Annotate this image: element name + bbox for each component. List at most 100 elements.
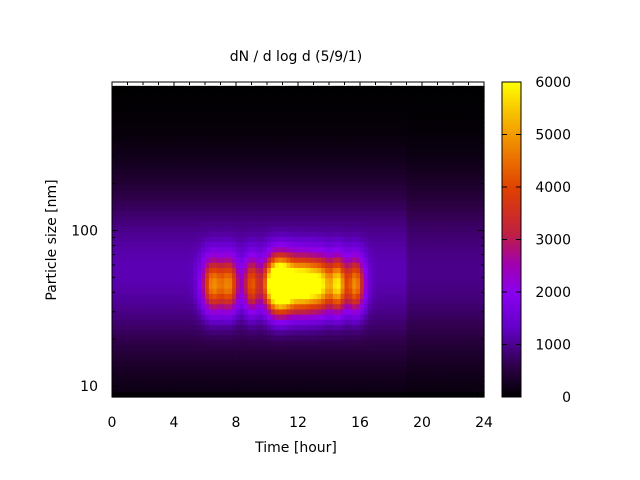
heatmap-cell — [251, 360, 256, 367]
heatmap-cell — [115, 267, 121, 274]
heatmap-cell — [360, 205, 365, 211]
heatmap-cell — [418, 199, 423, 206]
heatmap-cell — [336, 189, 342, 196]
heatmap-cell — [212, 386, 218, 393]
heatmap-cell — [317, 308, 322, 315]
heatmap-cell — [340, 381, 346, 388]
heatmap-cell — [177, 158, 183, 165]
heatmap-cell — [228, 241, 233, 248]
heatmap-cell — [274, 210, 280, 217]
heatmap-cell — [352, 241, 357, 248]
heatmap-cell — [317, 111, 322, 118]
heatmap-cell — [286, 142, 291, 149]
heatmap-cell — [224, 246, 229, 253]
heatmap-cell — [325, 225, 330, 232]
heatmap-cell — [336, 101, 342, 108]
heatmap-cell — [332, 381, 338, 388]
heatmap-cell — [185, 168, 191, 175]
heatmap-cell — [274, 205, 280, 211]
heatmap-cell — [127, 199, 132, 206]
heatmap-cell — [185, 137, 191, 144]
heatmap-cell — [391, 168, 396, 175]
heatmap-cell — [139, 262, 144, 268]
heatmap-cell — [135, 85, 140, 92]
heatmap-cell — [251, 122, 256, 128]
heatmap-cell — [270, 308, 276, 315]
heatmap-cell — [317, 376, 322, 383]
heatmap-cell — [313, 324, 318, 331]
heatmap-cell — [208, 386, 214, 393]
heatmap-cell — [267, 210, 272, 217]
heatmap-cell — [131, 205, 136, 211]
heatmap-cell — [185, 345, 191, 351]
heatmap-cell — [177, 277, 183, 284]
heatmap-cell — [286, 350, 291, 357]
heatmap-cell — [332, 189, 338, 196]
heatmap-cell — [177, 122, 183, 128]
heatmap-cell — [239, 308, 245, 315]
heatmap-cell — [298, 91, 303, 97]
heatmap-cell — [352, 210, 357, 217]
heatmap-cell — [363, 256, 369, 263]
heatmap-cell — [429, 142, 435, 149]
heatmap-cell — [371, 256, 377, 263]
heatmap-cell — [139, 324, 144, 331]
heatmap-cell — [418, 256, 423, 263]
heatmap-cell — [371, 158, 377, 165]
heatmap-cell — [360, 376, 365, 383]
heatmap-cell — [363, 381, 369, 388]
heatmap-cell — [185, 262, 191, 268]
heatmap-cell — [294, 381, 299, 388]
heatmap-cell — [309, 319, 315, 326]
heatmap-cell — [398, 174, 404, 180]
heatmap-cell — [360, 215, 365, 222]
heatmap-cell — [398, 137, 404, 144]
heatmap-cell — [379, 225, 384, 232]
heatmap-cell — [414, 360, 419, 367]
heatmap-cell — [174, 194, 179, 201]
heatmap-cell — [394, 308, 400, 315]
heatmap-cell — [402, 350, 408, 357]
heatmap-cell — [356, 189, 361, 196]
heatmap-cell — [286, 386, 291, 393]
heatmap-cell — [433, 319, 439, 326]
heatmap-cell — [177, 334, 183, 341]
heatmap-cell — [348, 106, 353, 113]
heatmap-cell — [270, 215, 276, 222]
heatmap-cell — [208, 132, 214, 139]
heatmap-cell — [267, 106, 272, 113]
heatmap-cell — [294, 184, 299, 191]
heatmap-cell — [255, 334, 260, 341]
heatmap-cell — [414, 132, 419, 139]
heatmap-cell — [174, 282, 179, 289]
heatmap-cell — [406, 158, 411, 165]
heatmap-cell — [112, 334, 117, 341]
heatmap-cell — [286, 381, 291, 388]
heatmap-cell — [402, 345, 408, 351]
heatmap-cell — [146, 231, 152, 237]
heatmap-cell — [232, 158, 237, 165]
heatmap-cell — [398, 168, 404, 175]
heatmap-cell — [398, 262, 404, 268]
heatmap-cell — [259, 251, 264, 258]
heatmap-cell — [383, 137, 388, 144]
heatmap-cell — [340, 339, 346, 346]
heatmap-cell — [212, 163, 218, 170]
heatmap-cell — [228, 376, 233, 383]
heatmap-cell — [309, 314, 315, 320]
heatmap-cell — [274, 148, 280, 154]
heatmap-cell — [270, 101, 276, 108]
heatmap-cell — [158, 220, 163, 227]
heatmap-cell — [371, 179, 377, 185]
heatmap-cell — [143, 314, 148, 320]
heatmap-cell — [112, 225, 117, 232]
heatmap-cell — [402, 293, 408, 300]
heatmap-cell — [363, 376, 369, 383]
heatmap-cell — [329, 194, 334, 201]
heatmap-cell — [305, 210, 311, 217]
heatmap-cell — [170, 184, 175, 191]
heatmap-cell — [379, 282, 384, 289]
heatmap-cell — [197, 111, 202, 118]
heatmap-cell — [189, 298, 194, 305]
heatmap-cell — [317, 298, 322, 305]
